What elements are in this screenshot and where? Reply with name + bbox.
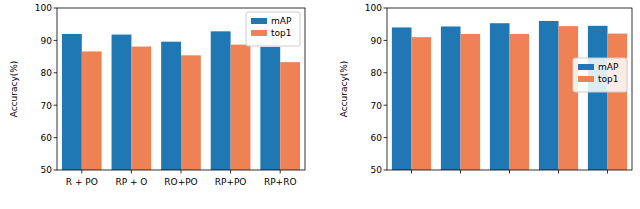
x-tick-label: RP+PO xyxy=(215,177,247,187)
bar xyxy=(231,45,251,170)
y-tick-label: 80 xyxy=(371,68,383,78)
legend-label: mAP xyxy=(598,62,619,72)
y-tick-label: 100 xyxy=(365,3,382,13)
bar xyxy=(539,21,559,170)
legend-box xyxy=(573,58,627,92)
figure: 50 60 70 80 90 100 R + PO RP + O RO+PO RP+PO RP+RO… xyxy=(0,0,640,209)
bars xyxy=(392,21,627,170)
bar xyxy=(181,55,201,170)
y-tick-label: 100 xyxy=(35,3,52,13)
bar xyxy=(62,34,82,170)
legend-box xyxy=(246,12,300,46)
bars xyxy=(62,31,300,170)
y-tick xyxy=(54,8,58,9)
legend-swatch xyxy=(251,30,267,36)
bar xyxy=(392,27,412,170)
bar xyxy=(588,26,608,170)
legend: mAP top1 xyxy=(246,12,300,46)
legend-swatch xyxy=(578,64,594,70)
x-tick xyxy=(509,170,510,174)
x-tick xyxy=(131,170,132,174)
y-tick xyxy=(54,137,58,138)
y-tick-label: 90 xyxy=(41,36,53,46)
y-tick xyxy=(384,8,388,9)
y-tick xyxy=(54,72,58,73)
y-tick-label: 50 xyxy=(41,165,53,175)
y-tick-label: 50 xyxy=(371,165,383,175)
x-tick xyxy=(230,170,231,174)
x-tick-label: RP + O xyxy=(115,177,147,187)
y-tick-label: 60 xyxy=(371,133,383,143)
y-tick xyxy=(54,40,58,41)
bar xyxy=(441,26,461,170)
x-tick-label: RP+RO xyxy=(264,177,297,187)
y-tick xyxy=(384,105,388,106)
y-tick xyxy=(384,137,388,138)
legend-label: top1 xyxy=(271,28,291,38)
y-tick-label: 70 xyxy=(41,101,53,111)
legend-swatch xyxy=(251,18,267,24)
bar xyxy=(161,42,181,170)
legend: mAP top1 xyxy=(573,58,627,92)
legend-label: mAP xyxy=(271,16,292,26)
y-tick-label: 90 xyxy=(371,36,383,46)
x-tick xyxy=(280,170,281,174)
x-tick xyxy=(460,170,461,174)
legend-label: top1 xyxy=(598,74,618,84)
y-tick-label: 70 xyxy=(371,101,383,111)
bar xyxy=(131,47,151,170)
x-tick xyxy=(81,170,82,174)
x-tick xyxy=(411,170,412,174)
y-tick-label: 80 xyxy=(41,68,53,78)
bar xyxy=(82,51,102,170)
y-tick-label: 60 xyxy=(41,133,53,143)
bar xyxy=(559,26,579,170)
x-tick-label: RO+PO xyxy=(164,177,197,187)
x-tick-label: R + PO xyxy=(66,177,98,187)
bar xyxy=(211,31,231,170)
y-axis-label: Accuracy(%) xyxy=(339,61,349,118)
y-tick xyxy=(54,105,58,106)
bar xyxy=(112,35,132,170)
x-tick xyxy=(607,170,608,174)
y-tick xyxy=(384,72,388,73)
bar xyxy=(490,23,510,170)
x-tick xyxy=(181,170,182,174)
bar xyxy=(461,34,481,170)
x-tick xyxy=(558,170,559,174)
bar xyxy=(608,34,628,170)
bar xyxy=(280,62,300,170)
bar xyxy=(510,34,530,170)
chart: 50 60 70 80 90 100 R + PO RP + O RO+PO RP+PO RP+RO… xyxy=(9,3,305,187)
frame xyxy=(387,8,632,170)
frame xyxy=(57,8,305,170)
chart: 50 60 70 80 90 100 Accuracy(%) mAP top1 xyxy=(339,3,632,175)
y-axis-label: Accuracy(%) xyxy=(9,61,19,118)
bar xyxy=(412,37,432,170)
bar xyxy=(260,47,280,170)
legend-swatch xyxy=(578,76,594,82)
y-tick xyxy=(384,40,388,41)
y-tick xyxy=(384,170,388,171)
y-tick xyxy=(54,170,58,171)
